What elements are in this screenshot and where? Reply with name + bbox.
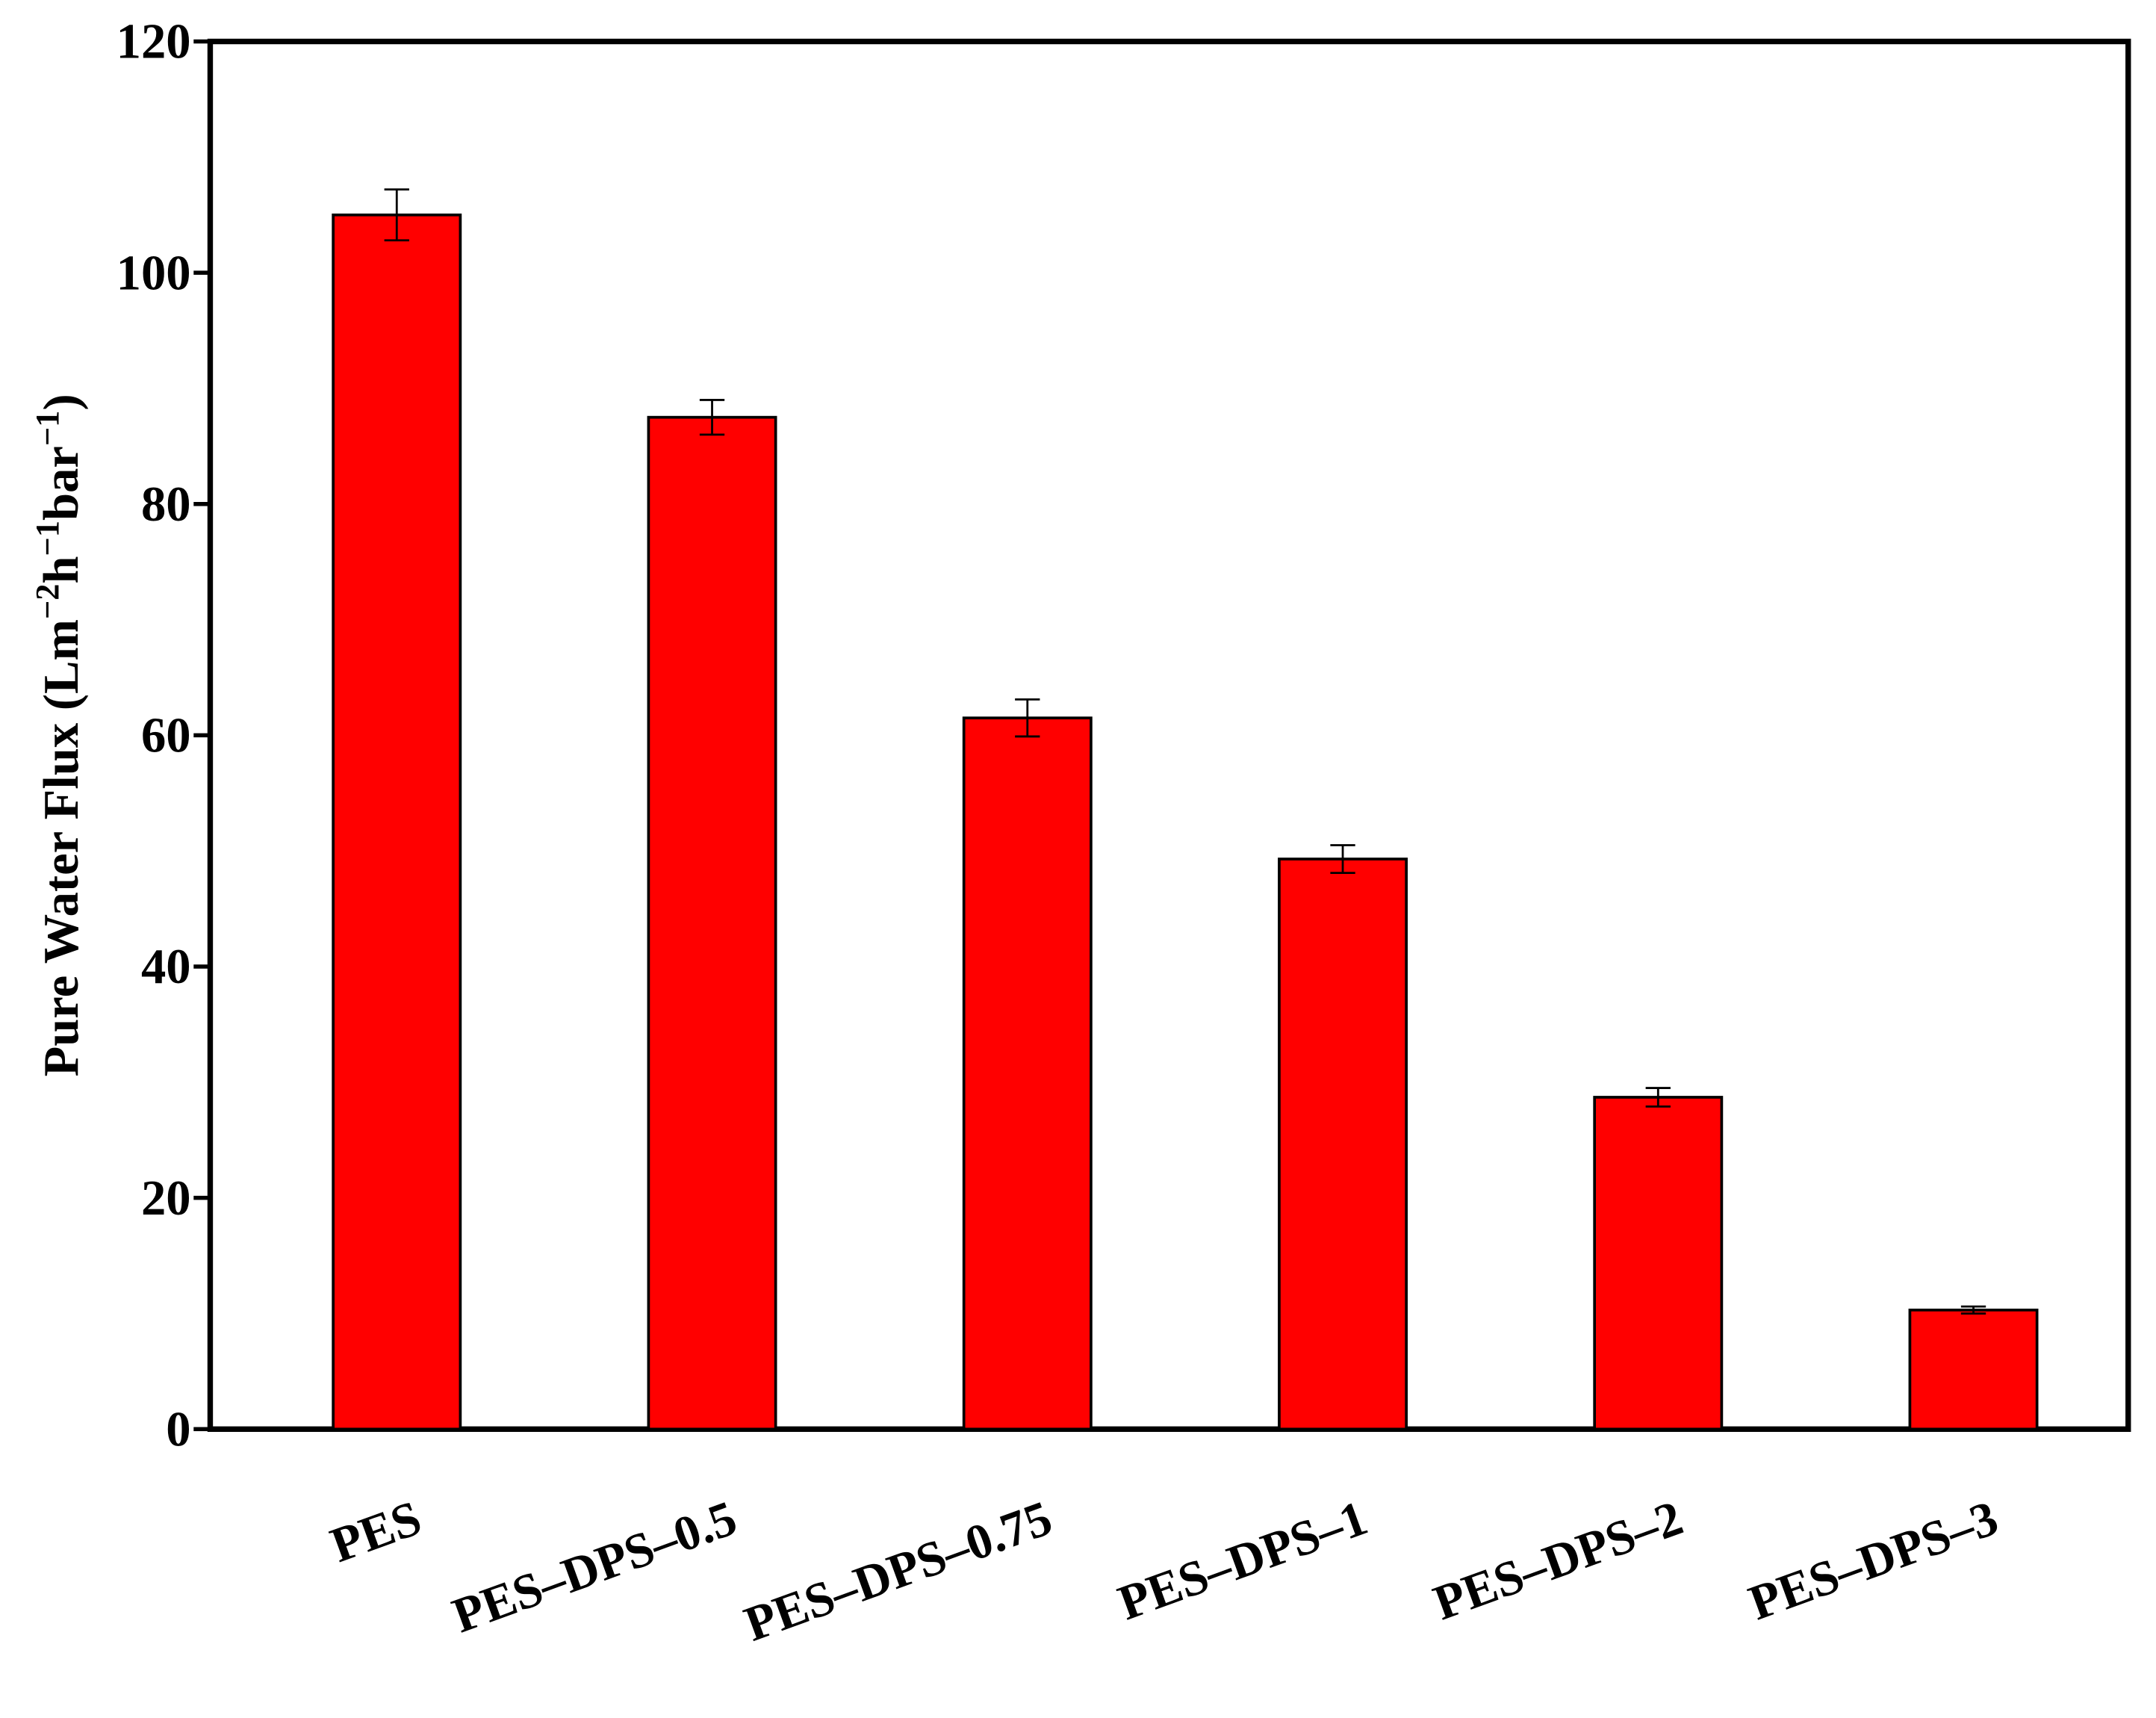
y-label-text: h: [34, 556, 89, 583]
error-bar: [1960, 1305, 1986, 1315]
error-bar: [384, 188, 409, 242]
y-tick-label: 20: [141, 1171, 191, 1226]
bar: [647, 415, 777, 1431]
y-label-superscript: −1: [28, 411, 66, 447]
y-tick-label: 120: [117, 15, 191, 69]
y-label-text: bar: [34, 446, 89, 521]
y-label-text: Pure Water Flux (Lm: [34, 619, 89, 1076]
x-tick-label: PES–DPS–2: [1427, 1491, 1690, 1631]
error-bar: [699, 399, 725, 436]
bar: [1278, 858, 1408, 1431]
y-tick-label: 40: [141, 940, 191, 994]
y-label-superscript: −2: [28, 584, 66, 620]
x-tick-label: PES–DPS–3: [1742, 1491, 2005, 1631]
y-label-superscript: −1: [28, 521, 66, 556]
bar: [1908, 1308, 2039, 1431]
x-tick-label: PES: [324, 1491, 429, 1573]
x-tick-label: PES–DPS–0.75: [738, 1491, 1059, 1652]
y-tick-label: 60: [141, 709, 191, 763]
bar: [332, 213, 462, 1431]
error-bar: [1015, 698, 1040, 738]
error-bar: [1645, 1087, 1671, 1108]
x-tick-label: PES–DPS–1: [1111, 1491, 1374, 1631]
y-tick-label: 100: [117, 246, 191, 300]
y-axis-label: Pure Water Flux (Lm−2h−1bar−1): [28, 394, 89, 1076]
y-tick-label: 80: [141, 477, 191, 532]
y-label-text: ): [34, 394, 89, 410]
plot-frame: [207, 38, 2131, 1432]
bar: [962, 716, 1093, 1431]
error-bar: [1330, 844, 1355, 875]
bar: [1593, 1096, 1724, 1431]
y-tick-label: 0: [166, 1402, 190, 1457]
x-tick-label: PES–DPS–0.5: [446, 1491, 744, 1644]
